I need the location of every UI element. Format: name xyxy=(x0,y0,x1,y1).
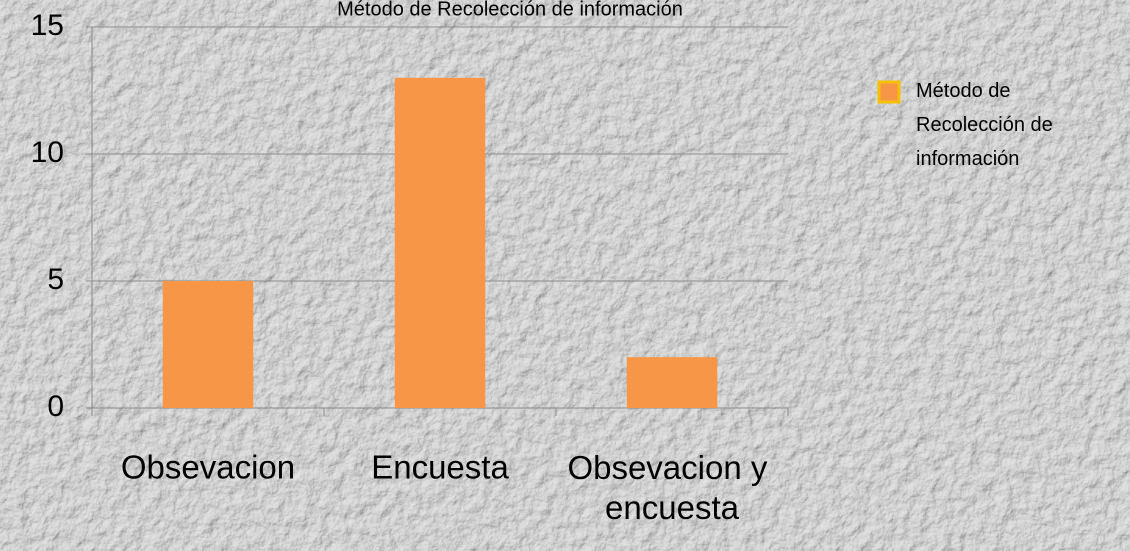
chart-title: Método de Recolección de información xyxy=(337,0,683,20)
y-tick-label: 15 xyxy=(31,9,64,42)
bar xyxy=(394,77,486,409)
bar xyxy=(626,357,718,408)
x-tick-label: Obsevacion xyxy=(121,449,295,486)
y-tick-label: 0 xyxy=(47,390,64,423)
x-tick-label: Obsevacion y encuesta xyxy=(567,449,776,526)
y-tick-label: 10 xyxy=(31,136,64,169)
legend-swatch xyxy=(877,80,901,104)
x-tick-label: Encuesta xyxy=(371,449,509,486)
legend-label: Método de Recolección de información xyxy=(916,80,1058,170)
bar xyxy=(162,281,254,408)
y-tick-label: 5 xyxy=(47,263,64,296)
